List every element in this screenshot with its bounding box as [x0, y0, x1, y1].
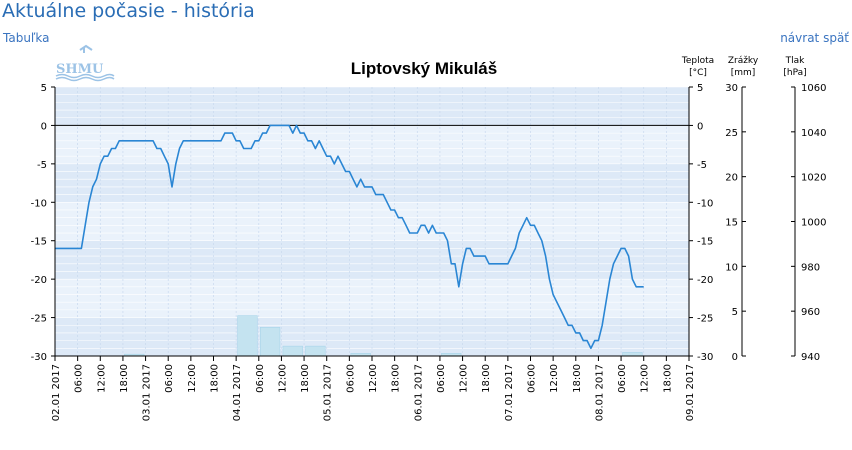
x-tick-label: 18:00: [300, 364, 311, 393]
x-tick-label: 02.01 2017: [51, 364, 62, 421]
x-tick-label: 03.01 2017: [142, 364, 153, 421]
axes: [51, 86, 796, 361]
x-tick-label: 12:00: [187, 364, 198, 393]
x-tick-label: 06:00: [74, 364, 85, 393]
logo-mark: [79, 44, 93, 53]
temp-tick-label-right: -5: [697, 160, 707, 171]
logo-text: SHMU: [56, 62, 104, 77]
temp-tick-label-right: -15: [697, 237, 713, 248]
pressure-tick-label: 940: [801, 352, 820, 363]
precipitation-bar: [622, 352, 643, 357]
temp-tick-label-right: -10: [697, 198, 713, 209]
x-tick-label: 12:00: [368, 364, 379, 393]
precipitation-bars: [124, 315, 643, 357]
x-tick-label: 06:00: [164, 364, 175, 393]
x-tick-label: 06:00: [255, 364, 266, 393]
temp-tick-label-left: -20: [31, 275, 47, 286]
pressure-tick-label: 1000: [801, 218, 826, 229]
x-tick-label: 06:00: [436, 364, 447, 393]
logo-wave-2: [55, 76, 115, 82]
x-tick-label: 18:00: [662, 364, 673, 393]
x-tick-label: 18:00: [481, 364, 492, 393]
pressure-tick-label: 980: [801, 262, 820, 273]
temp-tick-label-left: -10: [31, 198, 47, 209]
precipitation-bar: [237, 315, 258, 357]
precip-tick-label: 25: [725, 128, 738, 139]
precip-tick-label: 5: [732, 307, 738, 318]
pressure-tick-label: 960: [801, 307, 820, 318]
x-tick-label: 12:00: [640, 364, 651, 393]
axis-labels: 5 5 0 0 -5 -5 -10 -10 -15 -15 -20 -20 -25 -25 -30 -30 30…: [31, 83, 827, 421]
precip-tick-label: 15: [725, 218, 738, 229]
x-tick-label: 06:00: [527, 364, 538, 393]
temperature-series-line: [55, 124, 644, 350]
temp-tick-label-right: 5: [697, 83, 703, 94]
pressure-tick-label: 1040: [801, 128, 826, 139]
logo-wave-1: [55, 73, 115, 79]
precip-tick-label: 0: [732, 352, 738, 363]
page-title: Aktuálne počasie - história: [2, 0, 255, 22]
x-tick-label: 18:00: [572, 364, 583, 393]
shmu-logo: SHMU: [55, 44, 115, 82]
precip-axis-unit: [mm]: [731, 68, 756, 78]
precipitation-bar: [305, 345, 326, 357]
x-tick-label: 04.01 2017: [232, 364, 243, 421]
grid-lines: [54, 86, 690, 357]
temp-axis-label: Teplota: [681, 56, 714, 66]
temp-tick-label-left: -25: [31, 314, 47, 325]
temp-tick-label-left: 0: [41, 121, 47, 132]
precipitation-bar: [259, 327, 281, 357]
temp-axis-unit: [°C]: [689, 68, 707, 78]
x-tick-label: 12:00: [96, 364, 107, 393]
temp-tick-label-left: 5: [41, 83, 47, 94]
precip-tick-label: 20: [725, 173, 738, 184]
temp-tick-label-right: -25: [697, 314, 713, 325]
precip-tick-label: 30: [725, 83, 738, 94]
chart-title: Liptovský Mikuláš: [351, 59, 497, 78]
x-tick-label: 06.01 2017: [413, 364, 424, 421]
x-tick-label: 12:00: [549, 364, 560, 393]
temp-tick-label-right: -30: [697, 352, 713, 363]
back-link[interactable]: návrat späť: [780, 31, 849, 45]
temp-tick-label-left: -30: [31, 352, 47, 363]
x-tick-label: 18:00: [119, 364, 130, 393]
pressure-axis-label: Tlak: [785, 56, 806, 66]
x-tick-label: 18:00: [391, 364, 402, 393]
table-link[interactable]: Tabuľka: [3, 31, 50, 45]
temp-tick-label-left: -5: [37, 160, 47, 171]
x-tick-label: 07.01 2017: [504, 364, 515, 421]
x-tick-label: 12:00: [459, 364, 470, 393]
x-tick-label: 06:00: [617, 364, 628, 393]
x-tick-label: 08.01 2017: [594, 364, 605, 421]
temp-tick-label-right: -20: [697, 275, 713, 286]
temperature-line: [55, 124, 644, 350]
pressure-tick-label: 1060: [801, 83, 826, 94]
x-tick-label: 06:00: [345, 364, 356, 393]
pressure-axis-unit: [hPa]: [783, 68, 806, 78]
pressure-tick-label: 1020: [801, 173, 826, 184]
x-tick-label: 12:00: [277, 364, 288, 393]
precip-axis-label: Zrážky: [728, 56, 759, 66]
precip-tick-label: 10: [725, 262, 738, 273]
temp-tick-label-right: 0: [697, 121, 703, 132]
precipitation-bar: [282, 345, 303, 357]
temp-tick-label-left: -15: [31, 237, 47, 248]
x-tick-label: 09.01 2017: [685, 364, 696, 421]
x-tick-label: 05.01 2017: [323, 364, 334, 421]
x-tick-label: 18:00: [210, 364, 221, 393]
